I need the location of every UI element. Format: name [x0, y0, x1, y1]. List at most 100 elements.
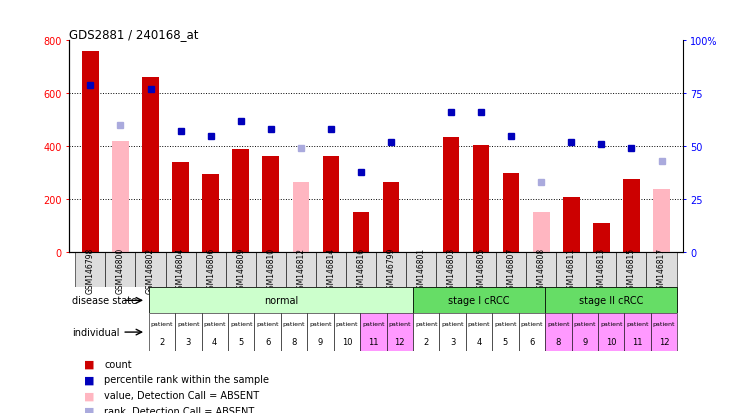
Text: GSM146811: GSM146811	[566, 247, 576, 293]
Text: GSM146804: GSM146804	[176, 247, 185, 293]
Bar	[413, 313, 439, 351]
Text: individual: individual	[72, 327, 120, 337]
Bar	[263, 156, 279, 252]
Text: stage I cRCC: stage I cRCC	[448, 296, 510, 306]
Text: GSM146812: GSM146812	[296, 247, 305, 293]
Text: ■: ■	[84, 390, 94, 400]
Text: 12: 12	[658, 337, 669, 346]
Text: 11: 11	[368, 337, 379, 346]
Bar	[647, 252, 677, 288]
Bar	[105, 252, 136, 288]
Bar	[334, 313, 360, 351]
Text: GSM146816: GSM146816	[356, 247, 366, 293]
Text: patient: patient	[310, 322, 331, 327]
Bar	[598, 313, 624, 351]
Bar	[82, 52, 99, 252]
Bar	[149, 288, 413, 313]
Bar	[232, 150, 249, 252]
Bar	[526, 252, 556, 288]
Text: patient: patient	[600, 322, 623, 327]
Bar	[136, 252, 166, 288]
Bar	[202, 175, 219, 252]
Bar	[473, 145, 489, 252]
Text: 12: 12	[394, 337, 405, 346]
Bar	[533, 213, 550, 252]
Bar	[175, 313, 201, 351]
Text: GSM146800: GSM146800	[116, 247, 125, 293]
Bar	[360, 313, 386, 351]
Text: patient: patient	[362, 322, 385, 327]
Bar	[623, 180, 639, 252]
Text: value, Detection Call = ABSENT: value, Detection Call = ABSENT	[104, 390, 260, 400]
Text: 5: 5	[239, 337, 244, 346]
Bar	[196, 252, 226, 288]
Bar	[586, 252, 616, 288]
Bar	[503, 173, 520, 252]
Bar	[413, 288, 545, 313]
Text: patient: patient	[230, 322, 253, 327]
Text: percentile rank within the sample: percentile rank within the sample	[104, 375, 269, 385]
Bar	[556, 252, 586, 288]
Bar	[651, 313, 677, 351]
Text: GSM146815: GSM146815	[627, 247, 636, 293]
Text: patient: patient	[494, 322, 517, 327]
Bar	[228, 313, 254, 351]
Bar	[563, 197, 580, 252]
Bar	[149, 288, 413, 313]
Bar	[616, 252, 647, 288]
Text: 4: 4	[477, 337, 482, 346]
Bar	[653, 189, 670, 252]
Text: 9: 9	[582, 337, 588, 346]
Bar	[376, 252, 406, 288]
Bar	[323, 156, 339, 252]
Text: patient: patient	[150, 322, 173, 327]
Text: patient: patient	[283, 322, 305, 327]
Text: 3: 3	[185, 337, 191, 346]
Text: 8: 8	[291, 337, 296, 346]
Bar	[496, 252, 526, 288]
Text: GSM146803: GSM146803	[447, 247, 456, 293]
Text: patient: patient	[204, 322, 226, 327]
Text: patient: patient	[336, 322, 358, 327]
Bar	[439, 313, 466, 351]
Text: disease state: disease state	[72, 296, 137, 306]
Text: rank, Detection Call = ABSENT: rank, Detection Call = ABSENT	[104, 406, 255, 413]
Text: GSM146809: GSM146809	[237, 247, 245, 293]
Bar	[624, 313, 651, 351]
Bar	[142, 78, 159, 252]
Text: 8: 8	[556, 337, 561, 346]
Text: 10: 10	[342, 337, 352, 346]
Bar	[307, 313, 334, 351]
Bar	[316, 252, 346, 288]
Text: 2: 2	[159, 337, 164, 346]
Text: 2: 2	[423, 337, 429, 346]
Text: patient: patient	[547, 322, 569, 327]
Text: 6: 6	[529, 337, 534, 346]
Bar	[254, 313, 281, 351]
Text: 11: 11	[632, 337, 643, 346]
Text: GSM146817: GSM146817	[657, 247, 666, 293]
Text: patient: patient	[520, 322, 543, 327]
Bar	[492, 313, 519, 351]
Bar	[593, 223, 610, 252]
Text: patient: patient	[653, 322, 675, 327]
Text: GSM146805: GSM146805	[477, 247, 485, 293]
Bar	[545, 313, 572, 351]
Bar	[383, 183, 399, 252]
Text: GSM146810: GSM146810	[266, 247, 275, 293]
Bar	[255, 252, 285, 288]
Text: GSM146798: GSM146798	[86, 247, 95, 293]
Bar	[545, 288, 677, 313]
Bar	[149, 313, 175, 351]
Bar	[386, 313, 413, 351]
Bar	[466, 313, 492, 351]
Bar	[281, 313, 307, 351]
Text: GSM146807: GSM146807	[507, 247, 515, 293]
Text: patient: patient	[388, 322, 411, 327]
Text: patient: patient	[468, 322, 491, 327]
Text: patient: patient	[442, 322, 464, 327]
Bar	[201, 313, 228, 351]
Text: GSM146806: GSM146806	[206, 247, 215, 293]
Bar	[466, 252, 496, 288]
Text: 3: 3	[450, 337, 456, 346]
